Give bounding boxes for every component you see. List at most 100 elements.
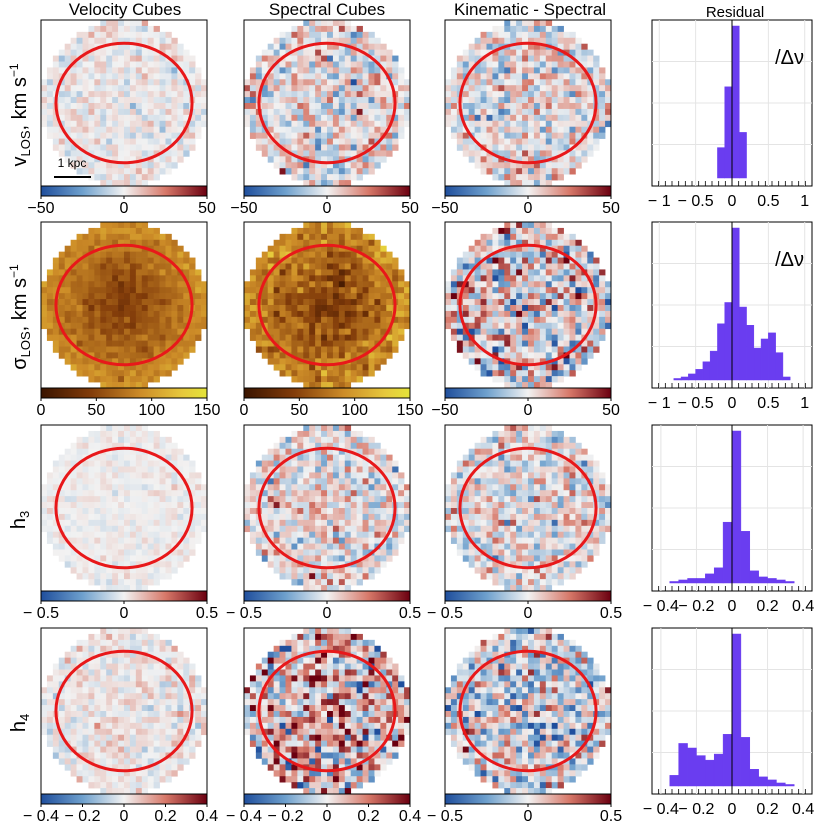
map-pixel [285,85,292,92]
map-pixel [480,132,487,139]
map-pixel [344,352,352,359]
map-pixel [468,126,475,133]
map-pixel [605,91,612,98]
map-pixel [605,322,612,330]
map-pixel [303,67,310,74]
map-pixel [545,364,553,371]
map-pixel [315,310,322,318]
map-pixel [267,322,274,330]
map-pixel [165,67,172,74]
map-pixel [124,382,131,389]
map-pixel [492,281,499,288]
map-pixel [141,472,149,479]
map-pixel [297,162,304,169]
map-pixel [510,299,517,306]
map-pixel [344,513,352,521]
map-pixel [64,287,71,294]
map-pixel [141,275,149,282]
map-pixel [171,55,178,62]
map-pixel [539,61,547,68]
map-pixel [124,316,131,324]
map-pixel [545,281,553,288]
map-pixel [545,180,553,187]
map-pixel [510,114,517,122]
map-pixel [575,287,582,294]
map-pixel [279,305,286,312]
map-pixel [327,108,334,116]
map-pixel [88,49,95,56]
map-pixel [315,79,322,86]
map-pixel [545,85,553,92]
map-pixel [332,281,340,288]
map-pixel [510,263,517,270]
map-pixel [327,114,334,122]
map-pixel [129,275,137,282]
map-pixel [201,484,208,491]
map-pixel [368,293,375,300]
map-pixel [141,257,149,264]
map-pixel [350,114,357,122]
map-pixel [297,239,304,247]
map-pixel [374,328,381,335]
map-pixel [106,269,113,276]
map-pixel [267,79,274,86]
map-pixel [374,97,381,104]
map-pixel [273,114,280,122]
map-pixel [350,370,357,377]
map-pixel [267,287,274,294]
map-pixel [350,478,357,485]
map-pixel [528,281,535,288]
map-pixel [338,132,346,139]
map-pixel [165,364,172,371]
map-pixel [112,85,119,92]
map-pixel [165,37,172,45]
map-pixel [112,430,119,438]
map-pixel [135,97,143,104]
map-pixel [528,257,535,264]
map-pixel [332,352,340,359]
map-pixel [183,79,190,86]
histogram-bar [746,325,755,381]
map-pixel [124,269,131,276]
map-pixel [118,43,125,50]
map-pixel [368,114,375,122]
map-pixel [569,352,576,359]
map-pixel [159,531,166,538]
map-pixel [153,466,160,473]
map-pixel [321,37,328,45]
map-pixel [321,126,328,133]
map-pixel [332,257,340,264]
map-pixel [327,508,334,515]
map-pixel [581,103,588,110]
map-pixel [374,49,381,56]
map-pixel [528,162,535,169]
map-pixel [129,340,137,347]
map-pixel [380,85,387,92]
map-pixel [297,490,304,497]
map-pixel [94,132,101,139]
map-pixel [498,108,505,116]
map-pixel [267,43,274,50]
map-pixel [492,37,499,45]
map-pixel [528,251,535,258]
map-pixel [141,537,149,544]
map-pixel [183,132,190,139]
map-pixel [153,138,160,145]
map-pixel [510,370,517,377]
map-pixel [309,322,316,330]
map-pixel [106,245,113,252]
map-pixel [141,376,149,383]
map-pixel [338,97,346,104]
map-pixel [88,126,95,133]
map-pixel [129,103,137,110]
map-pixel [303,322,310,330]
map-pixel [267,340,274,347]
map-pixel [76,120,83,128]
map-pixel [58,103,66,110]
map-pixel [100,257,107,264]
map-pixel [492,251,499,258]
map-pixel [129,108,137,116]
map-pixel [498,305,505,312]
map-pixel [255,263,263,270]
map-pixel [141,287,149,294]
